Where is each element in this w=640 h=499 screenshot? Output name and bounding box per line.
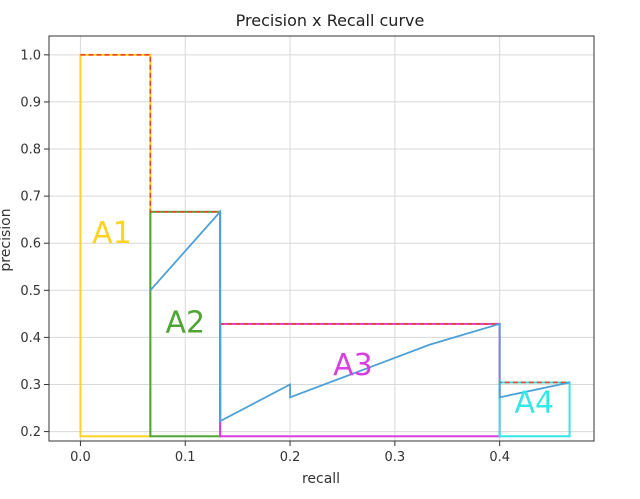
pr-curve-line: [149, 209, 570, 423]
y-tick-label: 0.9: [20, 95, 41, 110]
y-axis-ticks: 0.2 0.3 0.4 0.5 0.6 0.7 0.8 0.9 1.0: [20, 48, 49, 440]
plot-frame: [48, 35, 595, 442]
y-tick-label: 0.2: [20, 425, 41, 440]
x-tick-label: 0.3: [385, 450, 406, 465]
y-tick-label: 0.5: [20, 284, 41, 299]
y-tick-label: 0.7: [20, 190, 41, 205]
x-tick-label: 0.2: [280, 450, 301, 465]
y-tick-label: 0.4: [20, 331, 41, 346]
precision-recall-curve: [149, 209, 570, 423]
area-label-a3: A3: [333, 348, 373, 383]
y-tick-label: 0.6: [20, 237, 41, 252]
area-label-a2: A2: [165, 306, 205, 341]
x-tick-label: 0.1: [175, 450, 196, 465]
area-region-a4: [498, 381, 571, 438]
x-tick-label: 0.0: [70, 450, 91, 465]
area-region-labels: A1 A2 A3 A4: [92, 216, 554, 421]
x-axis-ticks: 0.0 0.1 0.2 0.3 0.4: [70, 441, 510, 465]
area-label-a1: A1: [92, 216, 132, 251]
area-label-a4: A4: [514, 386, 554, 421]
chart-title: Precision x Recall curve: [236, 11, 425, 30]
y-tick-label: 1.0: [20, 48, 41, 63]
y-tick-label: 0.3: [20, 378, 41, 393]
y-tick-label: 0.8: [20, 143, 41, 158]
x-tick-label: 0.4: [489, 450, 510, 465]
x-axis-label: recall: [302, 471, 340, 487]
y-axis-label: precision: [0, 208, 14, 271]
grid: [49, 36, 594, 441]
